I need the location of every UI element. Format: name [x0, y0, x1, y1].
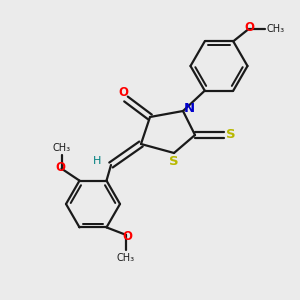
Text: N: N: [184, 101, 195, 115]
Text: CH₃: CH₃: [52, 142, 70, 153]
Text: O: O: [118, 86, 128, 100]
Text: S: S: [169, 155, 179, 169]
Text: S: S: [226, 128, 236, 142]
Text: O: O: [245, 21, 255, 34]
Text: CH₃: CH₃: [117, 253, 135, 263]
Text: O: O: [122, 230, 133, 243]
Text: O: O: [55, 160, 65, 174]
Text: H: H: [93, 155, 102, 166]
Text: CH₃: CH₃: [266, 24, 284, 34]
